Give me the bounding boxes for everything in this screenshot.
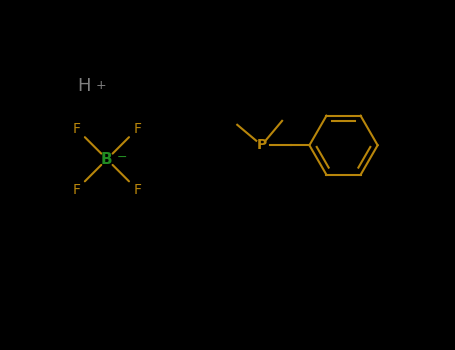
Text: B: B bbox=[101, 152, 113, 167]
Text: F: F bbox=[72, 122, 81, 136]
Text: −: − bbox=[117, 151, 127, 164]
Text: F: F bbox=[133, 122, 142, 136]
Text: H: H bbox=[77, 77, 91, 95]
Text: +: + bbox=[95, 79, 106, 92]
Text: F: F bbox=[72, 183, 81, 197]
Text: F: F bbox=[133, 183, 142, 197]
Text: P: P bbox=[257, 138, 267, 152]
